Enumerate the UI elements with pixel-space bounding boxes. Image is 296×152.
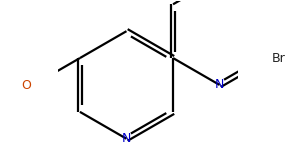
Text: N: N — [122, 132, 131, 145]
Text: Br: Br — [272, 52, 285, 65]
Text: N: N — [215, 78, 224, 92]
Text: O: O — [21, 79, 31, 92]
